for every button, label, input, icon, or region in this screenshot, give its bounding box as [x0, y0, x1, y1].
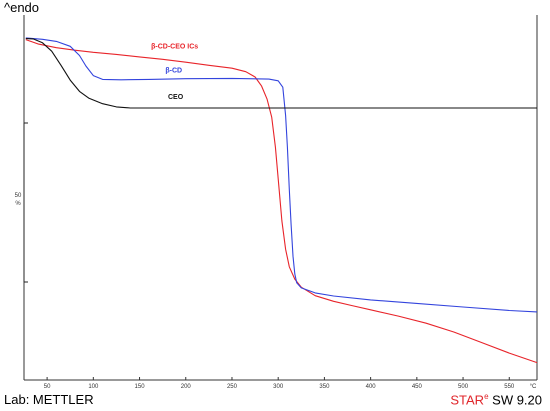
- brand-version: SW 9.20: [488, 392, 542, 408]
- lab-label: Lab: METTLER: [4, 392, 94, 407]
- x-tick-label: 100: [88, 384, 99, 390]
- x-tick-label: 550: [504, 384, 515, 390]
- brand-superscript: e: [484, 392, 489, 401]
- x-tick-label: 150: [135, 384, 146, 390]
- brand-star: STAR: [450, 392, 485, 408]
- series-line-1: [25, 37, 538, 313]
- series-line-0: [25, 39, 538, 364]
- curve-label-1: β-CD: [165, 67, 182, 74]
- curve-label-2: CEO: [168, 94, 184, 101]
- x-tick-label: 400: [366, 384, 377, 390]
- curve-label-0: β-CD-CEO ICs: [151, 43, 198, 50]
- x-unit-label: °C: [530, 384, 537, 390]
- scale-bar-unit: %: [15, 201, 21, 207]
- x-tick-label: 350: [319, 384, 330, 390]
- curve-labels: β-CD-CEO ICs β-CD CEO: [151, 43, 198, 100]
- series-line-2: [25, 38, 537, 109]
- endo-indicator: ^endo: [4, 0, 40, 15]
- scale-bar-value: 50: [15, 193, 22, 199]
- x-tick-label: 200: [181, 384, 192, 390]
- plot-frame: [23, 15, 538, 381]
- x-axis-ticks: 50 100 150 200 250 300 350 400 450 500 550 °C: [44, 377, 537, 390]
- software-brand: STARe SW 9.20: [450, 392, 542, 407]
- x-tick-label: 250: [227, 384, 238, 390]
- x-tick-label: 500: [458, 384, 469, 390]
- scale-bar: 50%: [15, 122, 28, 283]
- x-tick-label: 300: [273, 384, 284, 390]
- series-lines: [25, 37, 538, 364]
- x-tick-label: 450: [412, 384, 423, 390]
- x-tick-label: 50: [44, 384, 51, 390]
